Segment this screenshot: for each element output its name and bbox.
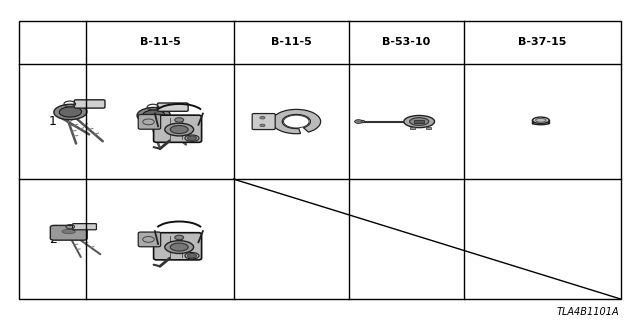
Ellipse shape: [410, 118, 429, 125]
FancyBboxPatch shape: [72, 224, 97, 230]
Ellipse shape: [170, 243, 188, 251]
Bar: [426, 127, 431, 129]
Bar: [414, 120, 424, 123]
FancyBboxPatch shape: [74, 100, 105, 108]
Circle shape: [260, 124, 265, 127]
Ellipse shape: [185, 252, 199, 259]
Ellipse shape: [404, 116, 435, 128]
Ellipse shape: [62, 229, 76, 234]
Circle shape: [175, 235, 184, 240]
Bar: [410, 127, 415, 129]
Bar: [532, 120, 549, 125]
Text: 2: 2: [49, 233, 57, 245]
FancyBboxPatch shape: [154, 115, 202, 142]
Circle shape: [188, 253, 196, 258]
Ellipse shape: [170, 125, 188, 133]
Ellipse shape: [532, 117, 549, 124]
Ellipse shape: [165, 241, 194, 253]
Bar: [19, 21, 621, 299]
Text: B-11-5: B-11-5: [271, 37, 312, 47]
Text: TLA4B1101A: TLA4B1101A: [557, 307, 620, 317]
Wedge shape: [272, 109, 321, 134]
Ellipse shape: [60, 107, 81, 117]
Ellipse shape: [532, 121, 549, 125]
Ellipse shape: [165, 123, 194, 136]
Circle shape: [188, 136, 196, 140]
FancyBboxPatch shape: [157, 103, 188, 111]
FancyBboxPatch shape: [51, 225, 87, 240]
FancyBboxPatch shape: [138, 115, 161, 129]
Ellipse shape: [185, 135, 199, 141]
Ellipse shape: [536, 118, 546, 122]
Text: 1: 1: [49, 115, 57, 128]
Ellipse shape: [54, 104, 87, 120]
Circle shape: [260, 116, 265, 119]
FancyBboxPatch shape: [252, 114, 275, 130]
Circle shape: [175, 118, 184, 122]
Text: B-53-10: B-53-10: [382, 37, 431, 47]
Circle shape: [355, 120, 362, 124]
Circle shape: [284, 115, 309, 128]
FancyBboxPatch shape: [154, 233, 202, 260]
Text: B-37-15: B-37-15: [518, 37, 566, 47]
Ellipse shape: [358, 120, 365, 123]
Text: B-11-5: B-11-5: [140, 37, 180, 47]
Ellipse shape: [143, 110, 164, 120]
FancyBboxPatch shape: [138, 232, 161, 247]
Ellipse shape: [137, 108, 170, 123]
